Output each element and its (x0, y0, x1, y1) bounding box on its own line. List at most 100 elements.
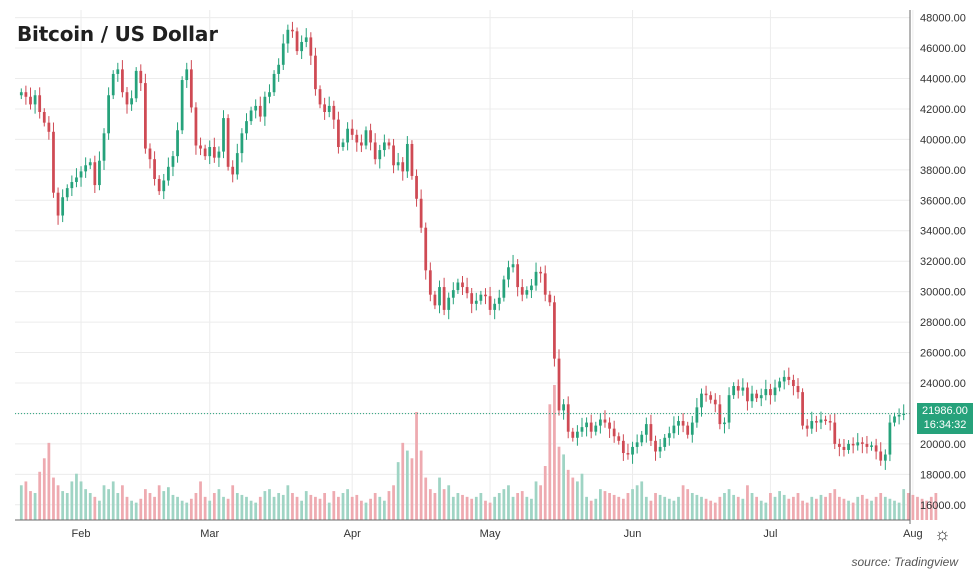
candle-body (107, 95, 110, 134)
candle-body (553, 302, 556, 359)
volume-bar (38, 471, 42, 520)
candle-body (116, 69, 120, 74)
candle-body (667, 433, 671, 438)
volume-bar (608, 493, 611, 520)
candle-body (286, 29, 290, 44)
volume-bar (102, 485, 106, 520)
volume-bar (447, 485, 451, 520)
candle-body (828, 421, 832, 423)
candle-body (833, 422, 837, 444)
volume-bar (263, 491, 267, 520)
candle-body (860, 442, 864, 444)
candle-body (93, 162, 97, 186)
volume-bar (116, 493, 120, 520)
gear-icon[interactable]: ☼ (934, 524, 951, 544)
volume-bar (268, 489, 271, 520)
volume-bar (658, 494, 662, 520)
candle-body (231, 166, 235, 175)
candle-body (736, 386, 740, 391)
candle-body (176, 130, 179, 157)
volume-bar (419, 450, 423, 520)
volume-bar (580, 473, 584, 520)
candle-body (29, 96, 32, 105)
candle-body (617, 436, 621, 441)
volume-bar (566, 469, 570, 520)
candle-body (433, 294, 437, 306)
candle-body (208, 147, 212, 157)
volume-bar (314, 496, 317, 520)
volume-bar (906, 493, 910, 520)
volume-bar (801, 500, 804, 520)
y-tick-label: 40000.00 (920, 134, 966, 146)
candle-body (879, 451, 883, 461)
volume-bar (442, 489, 446, 520)
candle-body (764, 389, 768, 396)
candle-body (727, 395, 731, 423)
candle-body (750, 393, 754, 402)
volume-bar (166, 487, 170, 520)
volume-bar (902, 489, 906, 520)
volume-bar (530, 498, 533, 520)
volume-bar (84, 489, 88, 520)
candle-body (309, 37, 313, 56)
volume-bar (199, 481, 202, 520)
volume-bar (860, 494, 864, 520)
volume-bar (424, 477, 428, 520)
candle-body (589, 422, 593, 432)
y-tick-label: 20000.00 (920, 439, 966, 451)
y-tick-label: 38000.00 (920, 165, 966, 177)
candle-body (681, 421, 685, 426)
candle-body (865, 443, 869, 447)
candle-body (194, 107, 198, 146)
volume-bar (157, 485, 161, 520)
volume-bar (488, 502, 492, 520)
candle-body (47, 122, 51, 132)
candle-body (746, 387, 749, 402)
candle-body (690, 422, 694, 435)
volume-bar (337, 496, 340, 520)
volume-bar (736, 496, 740, 520)
candle-body (778, 381, 781, 388)
candle-body (199, 145, 202, 149)
candle-body (658, 446, 662, 452)
x-tick-label: Jun (624, 528, 642, 540)
candle-body (235, 153, 239, 175)
candle-body (511, 264, 515, 268)
volume-bar (162, 491, 166, 520)
volume-bar (428, 489, 432, 520)
candle-body (19, 92, 23, 96)
candle-body (185, 69, 189, 81)
candle-body (686, 425, 690, 435)
candle-body (796, 386, 800, 393)
candle-body (654, 440, 657, 452)
candle-body (631, 446, 634, 455)
volume-bar (879, 493, 883, 520)
y-tick-label: 28000.00 (920, 317, 966, 329)
volume-bar (369, 498, 372, 520)
volume-bar (571, 477, 575, 520)
candle-body (732, 386, 736, 396)
volume-bar (194, 493, 198, 520)
volume-bar (240, 494, 244, 520)
last-price-value: 21986.00 (922, 405, 968, 417)
volume-bar (144, 489, 147, 520)
volume-bar (502, 489, 506, 520)
candle-body (842, 446, 846, 450)
candle-body (442, 287, 446, 310)
volume-bar (750, 493, 754, 520)
volume-bar (709, 500, 713, 520)
volume-bar (589, 500, 593, 520)
volume-bar (24, 481, 28, 520)
candle-body (792, 379, 795, 387)
last-price-badge: 21986.00 16:34:32 (917, 403, 973, 434)
y-tick-label: 46000.00 (920, 43, 966, 55)
volume-bar (148, 493, 152, 520)
volume-bar (111, 481, 115, 520)
candle-body (543, 273, 547, 295)
candle-body (856, 442, 860, 446)
candle-body (465, 287, 469, 294)
volume-bar (732, 494, 736, 520)
candle-body (713, 399, 717, 405)
volume-bar (258, 496, 262, 520)
